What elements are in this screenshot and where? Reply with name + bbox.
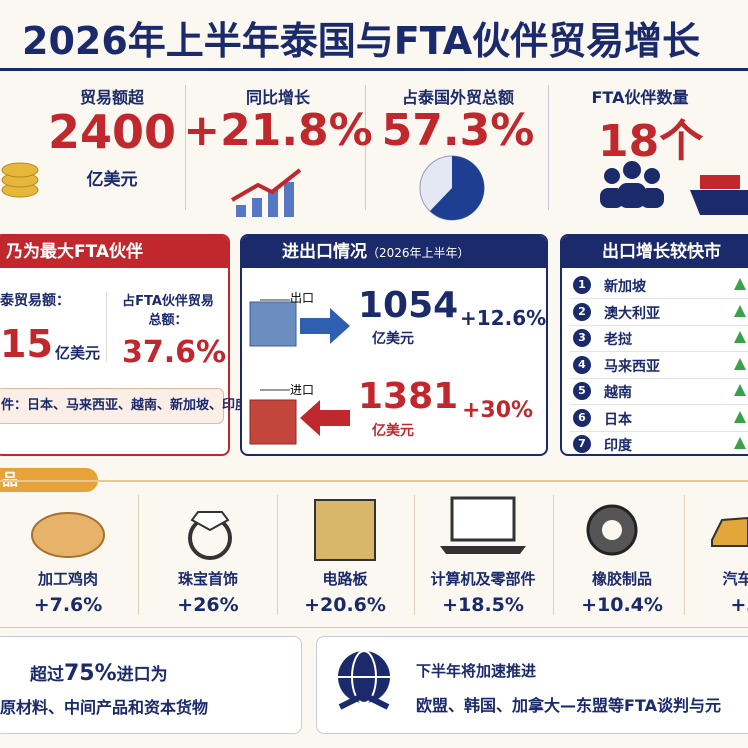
stat-value: +21.8% <box>183 105 373 156</box>
product-name: 计算机及零部件 <box>430 570 536 588</box>
rank-badge: 4 <box>573 355 591 374</box>
market-name: 印度 <box>604 438 632 454</box>
up-arrow <box>734 384 746 396</box>
rule <box>0 68 748 71</box>
row-line <box>570 404 748 405</box>
divider <box>138 495 139 615</box>
product-name: 加工鸡肉 <box>37 570 99 588</box>
row-line <box>570 298 748 299</box>
export-value: 1054 <box>358 285 459 326</box>
stat-value: 57.3% <box>381 105 535 156</box>
rank-badge: 5 <box>573 382 591 400</box>
title: 2026年上半年泰国与FTA伙伴贸易增长 <box>22 19 701 63</box>
panel-title: 进出口情况 <box>282 242 367 262</box>
product-growth: +3 <box>730 594 748 616</box>
divider <box>365 85 366 210</box>
stat-value: 2400 <box>47 105 177 159</box>
product-growth: +26% <box>177 594 239 616</box>
stat-value: 18个 <box>598 116 704 167</box>
stat-unit: 亿美元 <box>86 170 138 190</box>
market-name: 老挝 <box>604 332 632 348</box>
footer-text: 欧盟、韩国、加拿大—东盟等FTA谈判与元 <box>416 696 721 715</box>
up-arrow <box>734 357 746 370</box>
export-growth: +12.6% <box>460 306 547 330</box>
product-growth: +10.4% <box>581 594 663 616</box>
export-label: 出口 <box>290 291 315 305</box>
market-name: 新加坡 <box>604 279 646 295</box>
market-name: 越南 <box>604 385 632 401</box>
product-icons <box>31 496 748 561</box>
panel-subtitle: （2026年上半年） <box>367 246 470 260</box>
trade-unit: 亿美元 <box>55 344 101 362</box>
divider <box>106 292 107 362</box>
export-unit: 亿美元 <box>372 331 414 347</box>
product-growth: +20.6% <box>304 594 386 616</box>
divider <box>414 495 415 615</box>
footer-text: 进口为 <box>116 665 168 685</box>
row-line <box>570 351 748 352</box>
row-line <box>570 430 748 432</box>
import-value: 1381 <box>358 376 459 417</box>
panel-title: 乃为最大FTA伙伴 <box>0 236 228 268</box>
product-name: 珠宝首饰 <box>177 570 239 588</box>
footer-highlight: 75% <box>64 661 117 686</box>
rank-badge: 2 <box>573 302 591 321</box>
rank-badge: 1 <box>573 276 591 294</box>
up-arrow <box>734 331 746 343</box>
market-name: 日本 <box>604 411 632 428</box>
up-arrow <box>734 437 746 449</box>
divider <box>276 495 278 615</box>
product-name: 汽车加 <box>722 570 748 588</box>
share-label: 占FTA伙伴贸易总额： <box>122 294 214 328</box>
divider <box>548 85 549 210</box>
share-value: 37.6% <box>122 335 227 370</box>
trade-label: 泰贸易额： <box>0 293 70 309</box>
import-unit: 亿美元 <box>372 423 414 439</box>
up-arrow <box>734 278 746 290</box>
divider <box>552 495 554 615</box>
product-growth: +18.5% <box>442 594 524 616</box>
import-growth: +30% <box>462 398 534 423</box>
market-name: 马来西亚 <box>604 358 660 375</box>
footer-text: 原材料、中间产品和资本货物 <box>0 698 209 717</box>
markets-panel: 出口增长较快市 <box>560 234 748 456</box>
panel-title: 出口增长较快市 <box>562 236 748 268</box>
products-band <box>0 480 748 628</box>
rank-badge: 6 <box>573 408 591 427</box>
divider <box>185 85 186 210</box>
footer-text: 超过 <box>30 665 64 685</box>
product-name: 橡胶制品 <box>591 570 653 588</box>
divider <box>683 495 685 615</box>
stat-label: 贸易额超 <box>79 88 145 107</box>
stat-label: 同比增长 <box>245 88 311 107</box>
rank-badge: 7 <box>573 435 591 453</box>
row-line <box>570 324 748 326</box>
footer-text: 下半年将加速推进 <box>416 662 537 680</box>
import-label: 进口 <box>290 383 315 397</box>
trade-icons <box>249 299 350 445</box>
partner-footer: 件：日本、马来西亚、越南、新加坡、印度 <box>0 388 248 424</box>
footer-left <box>0 636 302 734</box>
trade-value: 15 <box>0 322 53 366</box>
stat-label: FTA伙伴数量 <box>591 88 689 107</box>
stat-icons <box>1 155 748 221</box>
market-name: 澳大利亚 <box>604 305 660 322</box>
rank-badge: 3 <box>573 329 591 347</box>
stat-label: 占泰国外贸总额 <box>401 88 515 107</box>
row-line <box>570 377 748 379</box>
product-growth: +7.6% <box>33 594 103 616</box>
up-arrow <box>734 410 746 423</box>
up-arrow <box>734 304 746 317</box>
globe-icon <box>338 650 390 710</box>
product-name: 电路板 <box>322 570 368 588</box>
